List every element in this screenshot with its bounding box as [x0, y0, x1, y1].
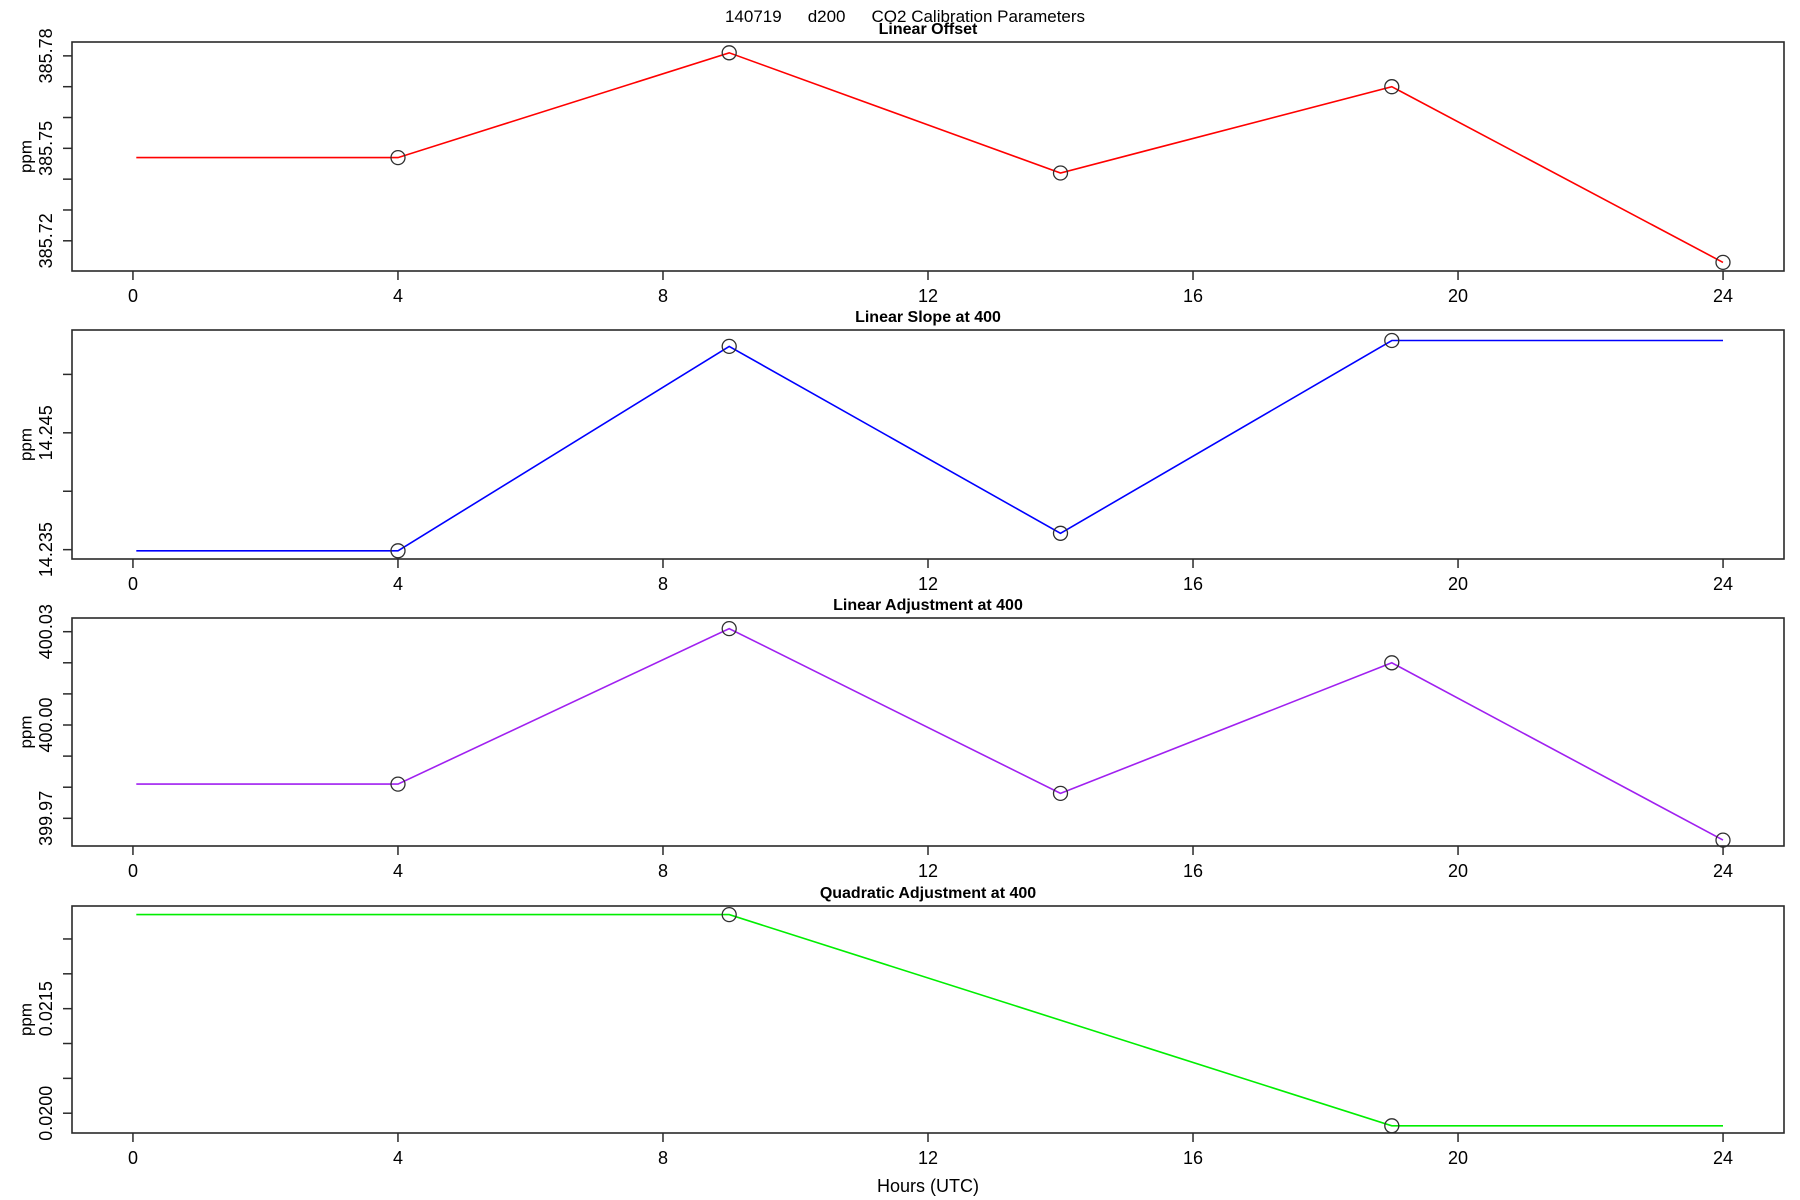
- y-tick-label: 400.03: [36, 604, 56, 659]
- x-tick-label: 16: [1183, 861, 1203, 881]
- panel-frame: [71, 905, 1785, 1134]
- x-tick-label: 16: [1183, 1148, 1203, 1168]
- x-tick-label: 8: [658, 861, 668, 881]
- x-tick-label: 4: [393, 861, 403, 881]
- panel-title-linear-slope-at-400: Linear Slope at 400: [855, 309, 1001, 326]
- y-tick-label: 399.97: [36, 791, 56, 846]
- x-tick-label: 0: [128, 286, 138, 306]
- y-tick-label: 14.245: [36, 405, 56, 460]
- panel-linear-adjustment-at-400: Linear Adjustment at 400 399.97 400.00 400.…: [17, 597, 1785, 881]
- x-tick-label: 0: [128, 1148, 138, 1168]
- panel-frame: [71, 41, 1785, 272]
- data-point-marker: [390, 543, 406, 559]
- y-tick-label: 400.00: [36, 697, 56, 752]
- series-line-linear-adjustment-at-400: [136, 627, 1724, 841]
- x-tick-label: 20: [1448, 861, 1468, 881]
- panel-title-quadratic-adjustment-at-400: Quadratic Adjustment at 400: [820, 885, 1036, 902]
- x-tick-label: 12: [918, 1148, 938, 1168]
- x-tick-label: 12: [918, 861, 938, 881]
- data-point-marker: [1715, 832, 1731, 848]
- panel-quadratic-adjustment-at-400: Quadratic Adjustment at 400 0.0200 0.0215p…: [17, 885, 1785, 1168]
- x-tick-label: 20: [1448, 574, 1468, 594]
- x-tick-label: 24: [1713, 574, 1733, 594]
- x-tick-label: 4: [393, 1148, 403, 1168]
- data-point-marker: [390, 149, 406, 166]
- x-tick-label: 0: [128, 574, 138, 594]
- data-point-marker: [1052, 165, 1069, 181]
- y-tick-label: 385.78: [36, 28, 56, 83]
- x-tick-label: 24: [1713, 861, 1733, 881]
- x-tick-label: 12: [918, 286, 938, 306]
- x-tick-label: 8: [658, 574, 668, 594]
- data-point-marker: [1052, 525, 1069, 541]
- data-point-marker: [721, 45, 737, 61]
- x-tick-label: 20: [1448, 286, 1468, 306]
- x-tick-label: 8: [658, 1148, 668, 1168]
- x-tick-label: 16: [1183, 286, 1203, 306]
- y-tick-label: 0.0200: [36, 1086, 56, 1141]
- data-point-marker: [1384, 655, 1400, 671]
- series-line-linear-slope-at-400: [136, 339, 1723, 552]
- x-tick-label: 24: [1713, 1148, 1733, 1168]
- panel-title-linear-offset: Linear Offset: [879, 21, 978, 38]
- data-point-marker: [1384, 332, 1400, 349]
- x-tick-label: 0: [128, 861, 138, 881]
- x-axis-label: Hours (UTC): [877, 1176, 979, 1196]
- y-axis-label-ppm: ppm: [17, 715, 36, 748]
- y-axis-label-ppm: ppm: [17, 428, 36, 461]
- data-point-marker: [390, 776, 406, 792]
- x-tick-label: 12: [918, 574, 938, 594]
- y-axis-label-ppm: ppm: [17, 140, 36, 173]
- data-point-marker: [1052, 785, 1069, 802]
- data-point-marker: [721, 906, 737, 923]
- series-line-quadratic-adjustment-at-400: [136, 913, 1723, 1127]
- data-point-marker: [721, 620, 737, 637]
- data-point-marker: [1384, 79, 1400, 95]
- x-tick-label: 20: [1448, 1148, 1468, 1168]
- x-tick-label: 8: [658, 286, 668, 306]
- panel-title-linear-adjustment-at-400: Linear Adjustment at 400: [833, 597, 1023, 614]
- x-tick-label: 4: [393, 286, 403, 306]
- x-tick-label: 16: [1183, 574, 1203, 594]
- series-line-linear-offset: [136, 51, 1724, 264]
- data-point-marker: [1715, 254, 1731, 271]
- y-tick-label: 14.235: [36, 522, 56, 577]
- panel-frame: [71, 329, 1785, 560]
- x-tick-label: 24: [1713, 286, 1733, 306]
- x-tick-label: 4: [393, 574, 403, 594]
- y-tick-label: 0.0215: [36, 981, 56, 1036]
- figure-main-title: 140719 d200 CO2 Calibration Parameters: [725, 7, 1085, 26]
- panel-linear-offset: Linear Offset 385.72 385.75 385.78 ppm 0 4 8 12 1…: [17, 21, 1785, 306]
- y-tick-label: 385.72: [36, 213, 56, 268]
- y-axis-label-ppm: ppm: [17, 1003, 36, 1036]
- panel-frame: [71, 617, 1785, 847]
- y-tick-label: 385.75: [36, 121, 56, 176]
- data-point-marker: [721, 338, 737, 355]
